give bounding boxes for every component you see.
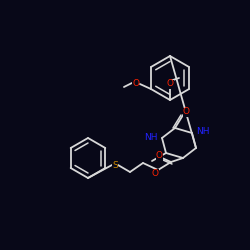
- Text: NH: NH: [144, 132, 158, 141]
- Text: O: O: [166, 80, 173, 88]
- Text: O: O: [152, 168, 158, 177]
- Text: O: O: [182, 108, 190, 116]
- Text: NH: NH: [196, 128, 209, 136]
- Text: S: S: [112, 160, 118, 170]
- Text: O: O: [156, 152, 162, 160]
- Text: O: O: [132, 78, 140, 88]
